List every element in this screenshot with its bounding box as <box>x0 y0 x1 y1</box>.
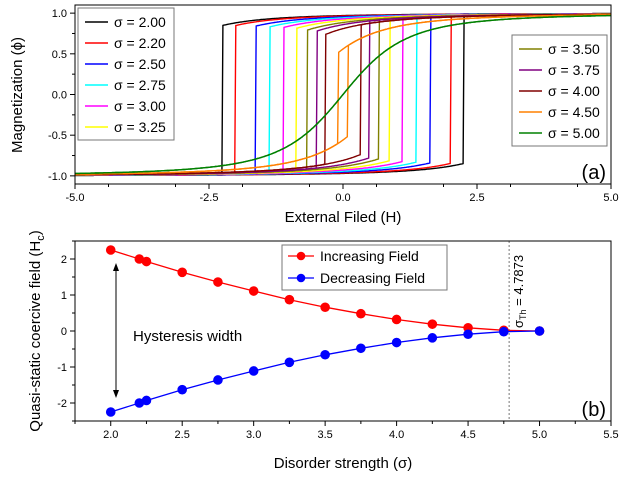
x-tick-label: 2.0 <box>103 429 118 441</box>
x-tick-label: 5.5 <box>603 429 618 441</box>
x-tick-label: 0.0 <box>335 192 350 204</box>
panel-a-label: (a) <box>582 162 606 184</box>
x-tick-label: 4.5 <box>460 429 475 441</box>
y-tick-label: 2 <box>61 254 67 266</box>
data-point <box>320 349 330 360</box>
data-point <box>141 395 152 406</box>
hysteresis-width-annotation: Hysteresis width <box>133 328 242 345</box>
data-point <box>284 294 295 305</box>
data-point <box>105 245 116 255</box>
y-tick-label: -0.5 <box>48 130 67 142</box>
data-point <box>177 384 187 395</box>
legend-entry: σ = 3.50 <box>548 41 600 57</box>
panel-a: -5.0 -2.5 0.0 2.5 5.0 1.0 0.5 0.0 -0.5 -1.0 Exter… <box>9 4 619 226</box>
panel-b-ticks: 2.0 2.5 3.0 3.5 4.0 4.5 5.0 5.5 2 1 0 -1 -2 <box>57 240 619 441</box>
legend-entry: σ = 5.00 <box>548 125 600 141</box>
x-tick-label: 2.5 <box>469 192 484 204</box>
legend-marker <box>296 273 306 283</box>
data-point <box>463 329 473 340</box>
legend-entry: σ = 2.75 <box>114 77 166 93</box>
legend-entry: σ = 3.25 <box>114 119 166 135</box>
legend-right: σ = 3.50 σ = 3.75 σ = 4.00 σ = 4.50 σ = 5.00 <box>511 34 608 147</box>
legend-entry: Decreasing Field <box>320 270 425 286</box>
panel-b-ylabel: Quasi-static coercive field (Hc) <box>27 230 47 431</box>
x-tick-label: 3.5 <box>317 429 332 441</box>
y-tick-label: 0 <box>61 326 67 338</box>
series-line-decreasing-field <box>110 330 540 413</box>
panel-a-ticks: -5.0 -2.5 0.0 2.5 5.0 1.0 0.5 0.0 -0.5 -1.0 <box>48 8 619 204</box>
data-point <box>534 326 545 336</box>
data-point <box>427 333 438 343</box>
legend-entry: σ = 2.20 <box>114 35 166 51</box>
legend-entry: σ = 2.50 <box>114 56 166 72</box>
coercive-field-series <box>105 245 545 417</box>
x-tick-label: -2.5 <box>200 192 219 204</box>
x-tick-label: -5.0 <box>66 192 85 204</box>
legend-marker <box>296 251 306 261</box>
data-point <box>391 314 402 325</box>
y-tick-label: -1.0 <box>48 171 67 183</box>
curve-4.50-decreasing <box>75 14 611 175</box>
data-point <box>105 407 116 417</box>
data-point <box>213 375 223 385</box>
panel-a-ylabel: Magnetization (ϕ) <box>9 37 26 153</box>
legend-entry: σ = 2.00 <box>114 14 166 30</box>
curve-5.00-decreasing <box>75 14 611 175</box>
y-tick-label: -2 <box>57 398 67 410</box>
legend-entry: σ = 3.00 <box>114 98 166 114</box>
x-tick-label: 5.0 <box>603 192 618 204</box>
y-tick-label: 1.0 <box>52 8 67 20</box>
panel-b: 2.0 2.5 3.0 3.5 4.0 4.5 5.0 5.5 2 1 0 -1 -2 Disorder… <box>27 230 619 472</box>
data-point <box>141 256 152 267</box>
data-point <box>356 308 366 319</box>
legend-b: Increasing Field Decreasing Field <box>281 244 448 291</box>
x-tick-label: 3.0 <box>246 429 261 441</box>
x-tick-label: 5.0 <box>532 429 547 441</box>
curve-4.00-decreasing <box>74 13 612 176</box>
y-tick-label: -1 <box>57 362 67 374</box>
hysteresis-curves <box>74 12 612 177</box>
panel-b-label: (b) <box>582 399 606 421</box>
y-tick-label: 0.0 <box>52 90 67 102</box>
x-tick-label: 4.0 <box>389 429 404 441</box>
data-point <box>177 267 187 278</box>
legend-left: σ = 2.00 σ = 2.20 σ = 2.50 σ = 2.75 σ = 3.00… <box>77 7 175 141</box>
threshold-label: σTh = 4.7873 <box>511 255 528 328</box>
data-point <box>356 343 366 354</box>
legend-entry: σ = 3.75 <box>548 62 600 78</box>
data-point <box>427 319 438 329</box>
series-line-increasing-field <box>110 249 540 332</box>
data-point <box>391 337 402 348</box>
data-point <box>284 357 295 368</box>
panel-b-xlabel: Disorder strength (σ) <box>274 455 412 472</box>
panel-a-xlabel: External Filed (H) <box>285 209 402 226</box>
hysteresis-width-arrow <box>113 263 119 398</box>
legend-entry: Increasing Field <box>320 248 419 264</box>
legend-entry: σ = 4.50 <box>548 104 600 120</box>
legend-frame <box>281 244 448 291</box>
data-point <box>248 366 259 376</box>
y-tick-label: 1 <box>61 290 67 302</box>
data-point <box>499 326 509 337</box>
legend-entry: σ = 4.00 <box>548 83 600 99</box>
x-tick-label: 2.5 <box>175 429 190 441</box>
data-point <box>248 286 259 296</box>
y-tick-label: 0.5 <box>52 49 67 61</box>
legend-frame <box>77 7 175 141</box>
data-point <box>213 277 223 287</box>
data-point <box>320 302 330 313</box>
